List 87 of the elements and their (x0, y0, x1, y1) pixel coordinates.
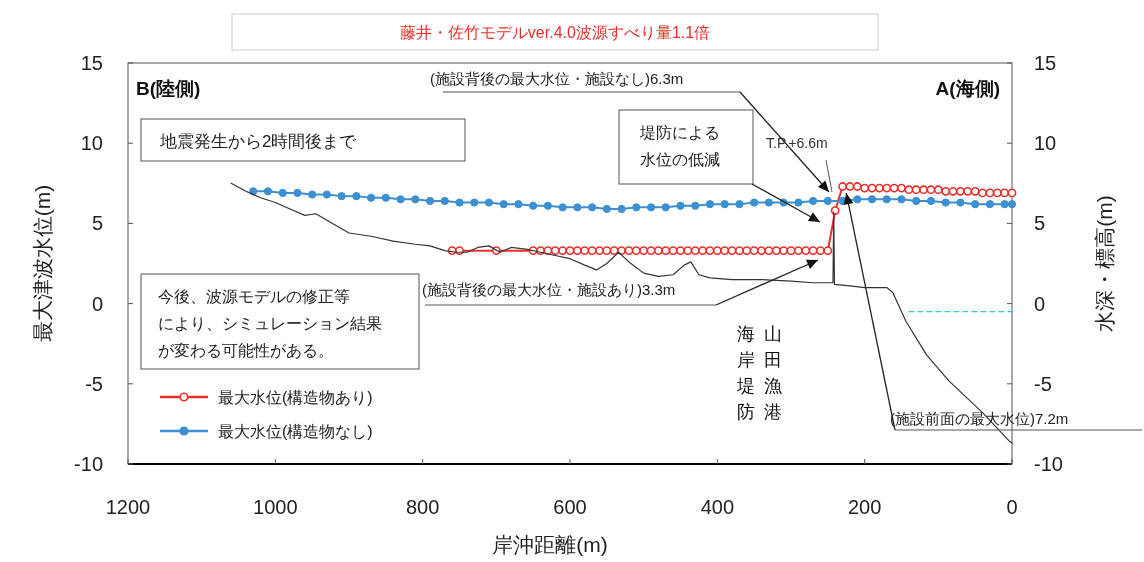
x-tick-label: 1200 (105, 496, 151, 518)
point (676, 201, 685, 210)
point (573, 203, 582, 212)
point (588, 203, 597, 212)
point (646, 203, 656, 212)
point (440, 196, 449, 206)
y2-tick-label: 10 (1034, 132, 1057, 155)
point (661, 203, 670, 212)
x-tick-label: 400 (700, 496, 735, 518)
point (809, 196, 818, 206)
y-tick-label: 5 (91, 212, 103, 235)
annotation: 山田漁港 (764, 324, 782, 422)
y2-tick-label: 0 (1034, 292, 1046, 315)
y2-tick-label: -5 (1034, 372, 1052, 395)
chart-title: 藤井・佐竹モデルver.4.0波源すべり量1.1倍 (399, 24, 711, 41)
annotation: が変わる可能性がある。 (158, 342, 334, 359)
point (705, 200, 715, 209)
point (470, 198, 479, 207)
annotation: 水位の低減 (640, 151, 720, 168)
point (543, 201, 552, 210)
annotation: 海岸堤防 (736, 324, 755, 422)
y2-axis-title: 水深・標高(m) (1093, 195, 1116, 332)
annotation: A(海側) (935, 78, 1000, 99)
point (971, 200, 980, 209)
annotation: 堤防による (639, 124, 720, 141)
legend-label: 最大水位(構造物なし) (218, 423, 373, 440)
point (293, 188, 302, 198)
legend-label: 最大水位(構造物あり) (218, 389, 373, 406)
y-tick-label: 0 (91, 292, 103, 315)
y-tick-label: 10 (80, 132, 103, 155)
x-tick-label: 200 (847, 496, 882, 518)
point (1007, 200, 1017, 209)
point (411, 195, 420, 204)
point (425, 196, 435, 206)
y-tick-label: 15 (80, 52, 103, 74)
point (941, 198, 950, 207)
point (720, 200, 729, 209)
annotation: (施設背後の最大水位・施設あり)3.3m (422, 281, 676, 298)
y-tick-label: -5 (85, 372, 103, 395)
point (278, 188, 287, 198)
point (322, 190, 331, 199)
x-tick-label: 600 (553, 496, 587, 518)
y2-tick-label: 15 (1034, 52, 1057, 74)
x-tick-label: 1000 (253, 496, 298, 518)
y2-tick-label: 5 (1034, 212, 1046, 235)
point (263, 187, 273, 196)
point (396, 195, 405, 204)
point (617, 204, 626, 214)
point (926, 196, 936, 206)
point (897, 195, 906, 204)
annotation: 今後、波源モデルの修正等 (158, 288, 350, 305)
point (381, 193, 390, 202)
x-tick-label: 800 (405, 496, 440, 518)
point (367, 193, 376, 202)
point (558, 203, 567, 212)
point (499, 200, 508, 209)
y-tick-label: -10 (74, 453, 103, 475)
point (867, 195, 877, 204)
point (602, 204, 611, 214)
point (823, 196, 832, 206)
point (956, 198, 965, 207)
point (337, 192, 346, 201)
annotation: 地震発生から2時間後まで (159, 132, 358, 151)
x-axis-title: 岸沖距離(m) (492, 533, 608, 556)
point (985, 200, 994, 209)
point (529, 201, 538, 210)
point (308, 190, 317, 199)
y-axis-title: 最大津波水位(m) (31, 184, 54, 343)
point (794, 198, 803, 207)
point (750, 198, 759, 207)
point (514, 200, 523, 209)
point (1000, 200, 1009, 209)
point (735, 200, 744, 209)
point (691, 201, 700, 210)
point (882, 195, 891, 204)
point (455, 198, 464, 207)
point (853, 195, 862, 204)
x-tick-label: 0 (1006, 496, 1018, 518)
point (912, 196, 921, 206)
point (484, 198, 494, 207)
point (632, 203, 641, 212)
annotation: B(陸側) (136, 78, 201, 99)
annotation: により、シミュレーション結果 (158, 315, 382, 332)
point (764, 198, 773, 207)
annotation: (施設背後の最大水位・施設なし)6.3m (430, 70, 684, 87)
point (352, 192, 361, 201)
y2-tick-label: -10 (1034, 453, 1063, 475)
